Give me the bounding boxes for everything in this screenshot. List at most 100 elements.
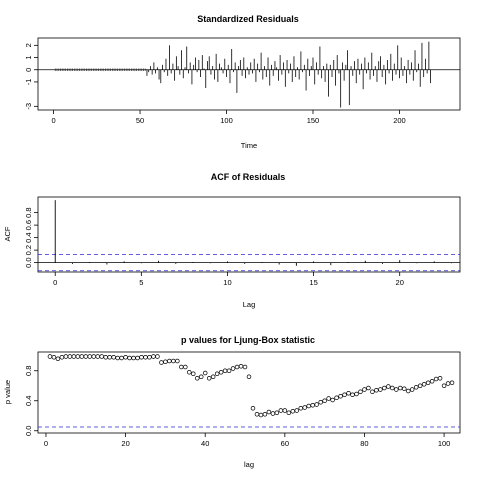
residuals-y-tick-label: -3 <box>24 103 33 110</box>
p-value-point <box>226 368 232 374</box>
ljung-box-y-tick-label: 0.0 <box>24 426 33 436</box>
p-value-point <box>421 382 427 387</box>
residual-bar <box>82 68 84 71</box>
residual-bar <box>54 68 56 71</box>
p-value-point <box>131 355 136 361</box>
acf-y-tick-label: 0.2 <box>24 245 33 255</box>
residual-bar <box>99 68 101 71</box>
ljung-box-x-tick-label: 60 <box>281 439 289 448</box>
p-value-point <box>159 360 164 365</box>
p-value-point <box>202 370 208 376</box>
p-value-point <box>222 368 228 374</box>
residual-bar <box>98 68 99 71</box>
residual-bar <box>72 68 73 71</box>
ljung-box-y-tick-label: 0.4 <box>24 396 33 406</box>
p-value-point <box>91 354 96 359</box>
p-value-point <box>270 411 276 416</box>
residual-bar <box>65 68 67 71</box>
acf-y-tick-label: 0.0 <box>24 257 33 267</box>
p-value-point <box>67 354 73 359</box>
residuals-y-tick-label: 1 <box>24 55 33 59</box>
p-value-point <box>254 412 260 417</box>
ljung-box-x-tick-label: 100 <box>438 439 451 448</box>
p-value-point <box>59 355 65 360</box>
residual-bar <box>120 68 122 71</box>
p-value-point <box>322 398 327 404</box>
residual-bar <box>91 68 93 71</box>
p-value-point <box>183 364 188 370</box>
p-value-point <box>123 355 128 360</box>
residual-bar <box>132 68 134 71</box>
residual-bar <box>122 68 124 71</box>
acf-panel: ACF of Residuals 0 5 10 15 20 0.00.20.40.60.… <box>3 172 461 309</box>
p-value-point <box>179 364 184 370</box>
acf-plot-frame <box>37 196 461 273</box>
p-value-point <box>374 388 379 393</box>
residual-bar <box>58 68 60 71</box>
p-value-point <box>354 391 359 397</box>
p-value-point <box>139 355 144 360</box>
p-value-point <box>194 376 200 381</box>
acf-x-tick-label: 15 <box>309 278 317 287</box>
residuals-x-tick-label: 200 <box>393 116 406 125</box>
p-value-point <box>441 383 447 389</box>
p-value-point <box>330 397 335 403</box>
p-value-point <box>386 384 391 389</box>
p-value-point <box>167 358 172 364</box>
ljung-box-plot-frame <box>37 351 461 434</box>
acf-y-label: ACF <box>3 226 12 241</box>
ljung-box-y-label: p value <box>3 380 12 404</box>
p-value-point <box>99 354 104 359</box>
p-value-point <box>358 389 363 395</box>
p-value-point <box>210 374 216 380</box>
residuals-x-label: Time <box>241 141 257 150</box>
residual-bar <box>84 68 86 71</box>
p-value-point <box>135 355 140 361</box>
residual-bar <box>77 68 79 71</box>
acf-bars <box>38 200 460 272</box>
residual-bar <box>143 68 144 71</box>
residual-bar <box>61 68 63 71</box>
residual-bar <box>106 68 108 71</box>
p-value-point <box>111 355 116 360</box>
p-value-point <box>75 354 81 359</box>
residual-bar <box>56 68 58 71</box>
p-value-point <box>417 383 423 389</box>
p-value-point <box>47 354 53 359</box>
residual-bar <box>136 68 137 71</box>
residuals-y-tick-label: -1 <box>24 79 33 86</box>
p-value-point <box>266 409 272 415</box>
p-value-point <box>362 387 367 392</box>
p-value-point <box>246 374 252 380</box>
residual-bar <box>129 68 131 71</box>
p-value-point <box>310 403 315 408</box>
p-value-point <box>155 354 160 359</box>
residual-bar <box>139 68 141 71</box>
p-value-point <box>143 355 148 360</box>
residual-bar <box>60 68 61 71</box>
residual-bars <box>38 41 460 108</box>
p-value-point <box>437 376 443 381</box>
p-value-points <box>38 354 460 428</box>
p-value-point <box>71 354 77 359</box>
p-value-point <box>449 380 455 386</box>
p-value-point <box>51 355 57 360</box>
ljung-box-x-tick-label: 80 <box>360 439 368 448</box>
p-value-point <box>338 394 343 399</box>
ljung-box-title: p values for Ljung-Box statistic <box>181 335 315 345</box>
p-value-point <box>206 376 212 381</box>
residual-bar <box>89 68 91 71</box>
p-value-point <box>119 355 124 361</box>
residual-bar <box>75 68 77 71</box>
p-value-point <box>402 386 407 392</box>
p-value-point <box>342 392 347 398</box>
acf-y-tick-label: 0.6 <box>24 220 33 230</box>
residual-bar <box>63 68 65 71</box>
p-value-point <box>262 412 268 417</box>
residuals-y-tick-label: 2 <box>24 43 33 47</box>
ljung-box-x-tick-label: 0 <box>44 439 48 448</box>
acf-x-tick-label: 20 <box>396 278 404 287</box>
p-value-point <box>378 387 383 392</box>
residual-bar <box>108 68 110 71</box>
acf-x-tick-label: 0 <box>53 278 57 287</box>
